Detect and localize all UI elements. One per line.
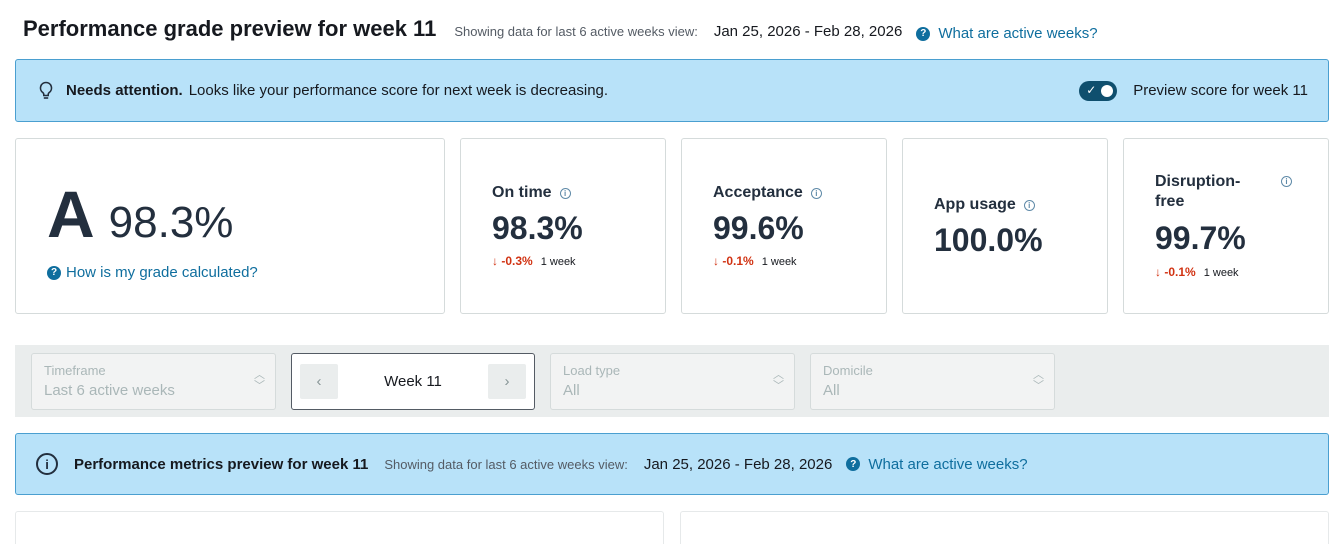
select-value: Last 6 active weeks — [44, 382, 175, 399]
grade-calculation-link[interactable]: ? How is my grade calculated? — [47, 264, 258, 281]
metric-value: 98.3% — [492, 210, 583, 246]
metric-card-on-time: On time i 98.3% ↓ -0.3% 1 week — [460, 138, 666, 314]
change-period: 1 week — [1203, 267, 1239, 279]
select-value: All — [563, 382, 580, 399]
timeframe-select[interactable]: Timeframe Last 6 active weeks ︿ ﹀ — [31, 353, 276, 410]
metric-title-label: On time — [492, 184, 552, 201]
next-week-button[interactable]: › — [488, 364, 526, 399]
grade-score: 98.3% — [108, 198, 234, 247]
arrow-down-icon: ↓ — [492, 254, 502, 268]
change-period: 1 week — [540, 256, 576, 268]
preview-toggle-group: ✓ Preview score for week 11 — [1079, 60, 1308, 121]
metric-value: 100.0% — [934, 222, 1043, 258]
metric-value: 99.6% — [713, 210, 804, 246]
page-header: Performance grade preview for week 11 Sh… — [23, 16, 1098, 42]
info-icon[interactable]: i — [1023, 199, 1035, 211]
info-icon[interactable]: i — [1281, 176, 1292, 187]
change-period: 1 week — [761, 256, 797, 268]
alert-message: Looks like your performance score for ne… — [188, 82, 609, 99]
week-label: Week 11 — [384, 373, 442, 390]
banner-title: Performance metrics preview for week 11 — [74, 455, 369, 473]
check-icon: ✓ — [1086, 82, 1097, 97]
question-circle-icon: ? — [47, 265, 61, 280]
metric-change: ↓ -0.1% 1 week — [713, 254, 797, 268]
arrow-down-icon: ↓ — [713, 254, 723, 268]
needs-attention-alert: Needs attention. Looks like your performa… — [15, 59, 1329, 122]
chevron-up-down-icon: ︿ ﹀ — [254, 369, 265, 392]
grade-letter: A — [47, 177, 95, 251]
preview-score-toggle[interactable]: ✓ — [1079, 80, 1118, 101]
page-title: Performance grade preview for week 11 — [23, 16, 437, 41]
change-value: -0.3% — [501, 254, 533, 268]
help-link-label: What are active weeks? — [868, 455, 1028, 473]
grade-card: A 98.3% ? How is my grade calculated? — [15, 138, 445, 314]
preview-toggle-label: Preview score for week 11 — [1133, 82, 1308, 99]
metric-title: On time i — [492, 184, 571, 202]
change-value: -0.1% — [722, 254, 754, 268]
metrics-panel-right — [680, 511, 1329, 544]
grade-link-label: How is my grade calculated? — [66, 264, 258, 281]
question-circle-icon: ? — [846, 457, 861, 471]
metric-title-label: App usage — [934, 196, 1016, 213]
arrow-down-icon: ↓ — [1155, 265, 1165, 279]
chevron-up-down-icon: ︿ ﹀ — [1033, 369, 1044, 392]
banner-dates: Jan 25, 2026 - Feb 28, 2026 — [643, 455, 833, 473]
metric-title: Disruption-free i — [1155, 172, 1315, 212]
metric-title: App usage i — [934, 196, 1035, 214]
alert-text: Needs attention. Looks like your performa… — [66, 82, 608, 99]
metric-title: Acceptance i — [713, 184, 822, 202]
help-link-label: What are active weeks? — [938, 25, 1098, 42]
metric-card-disruption-free: Disruption-free i 99.7% ↓ -0.1% 1 week — [1123, 138, 1329, 314]
week-stepper: ‹ Week 11 › — [291, 353, 535, 410]
active-weeks-help-link[interactable]: ? What are active weeks? — [916, 25, 1098, 42]
chevron-up-down-icon: ︿ ﹀ — [773, 369, 784, 392]
range-caption: Showing data for last 6 active weeks vie… — [454, 24, 698, 39]
metrics-preview-banner: i Performance metrics preview for week 1… — [15, 433, 1329, 495]
alert-heading: Needs attention. — [66, 82, 183, 99]
select-label: Load type — [563, 363, 621, 378]
metric-title-label: Acceptance — [713, 184, 803, 201]
metric-card-app-usage: App usage i 100.0% — [902, 138, 1108, 314]
select-value: All — [823, 382, 840, 399]
select-label: Domicile — [823, 363, 873, 378]
previous-week-button[interactable]: ‹ — [300, 364, 338, 399]
info-circle-icon: i — [36, 453, 58, 475]
toggle-knob — [1101, 84, 1114, 97]
select-label: Timeframe — [44, 363, 106, 378]
question-circle-icon: ? — [916, 26, 931, 41]
range-dates: Jan 25, 2026 - Feb 28, 2026 — [713, 23, 903, 40]
metric-title-label: Disruption-free — [1155, 173, 1241, 210]
filter-bar: Timeframe Last 6 active weeks ︿ ﹀ ‹ Week … — [15, 345, 1329, 417]
load-type-select[interactable]: Load type All ︿ ﹀ — [550, 353, 795, 410]
metric-card-acceptance: Acceptance i 99.6% ↓ -0.1% 1 week — [681, 138, 887, 314]
change-value: -0.1% — [1164, 265, 1196, 279]
banner-active-weeks-link[interactable]: ? What are active weeks? — [846, 455, 1028, 473]
metric-change: ↓ -0.3% 1 week — [492, 254, 576, 268]
metrics-panel-left — [15, 511, 664, 544]
info-icon[interactable]: i — [559, 187, 571, 199]
metric-value: 99.7% — [1155, 220, 1246, 256]
banner-caption: Showing data for last 6 active weeks vie… — [384, 456, 628, 472]
lightbulb-icon — [39, 81, 53, 99]
grade-summary: A 98.3% — [47, 181, 233, 248]
domicile-select[interactable]: Domicile All ︿ ﹀ — [810, 353, 1055, 410]
info-icon[interactable]: i — [810, 187, 822, 199]
metric-change: ↓ -0.1% 1 week — [1155, 265, 1239, 279]
